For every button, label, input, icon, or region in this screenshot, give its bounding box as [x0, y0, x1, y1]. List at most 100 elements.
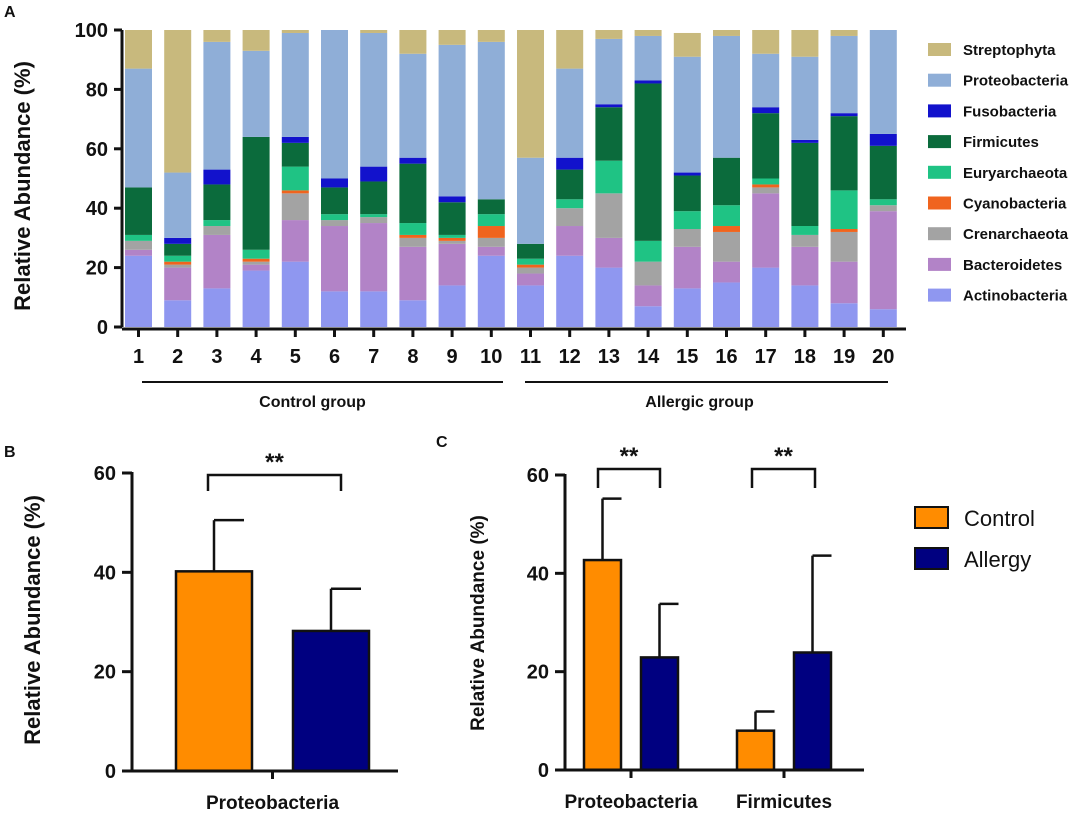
stack-segment-firmicutes — [634, 83, 662, 241]
stack-segment-streptophyta — [556, 30, 584, 69]
stack-segment-firmicutes — [125, 187, 152, 235]
stack-segment-crenarchaeota — [556, 208, 584, 227]
stack-segment-euryarchaeota — [556, 199, 584, 209]
bar-allergy — [792, 651, 833, 772]
group-label: Allergic group — [645, 394, 754, 411]
y-tick-label: 60 — [527, 465, 549, 487]
stack-segment-actinobacteria — [438, 285, 466, 327]
x-tick-label: 8 — [407, 346, 418, 368]
stack-segment-crenarchaeota — [438, 240, 466, 244]
x-category-label: Firmicutes — [736, 792, 832, 813]
stack-segment-actinobacteria — [634, 306, 662, 327]
stack-segment-proteobacteria — [438, 44, 466, 197]
stack-segment-euryarchaeota — [830, 190, 858, 229]
y-tick-label: 40 — [527, 563, 549, 585]
stack-segment-fusobacteria — [281, 136, 309, 143]
stack-segment-actinobacteria — [399, 300, 427, 327]
y-tick-label: 40 — [86, 198, 108, 220]
stack-segment-firmicutes — [830, 116, 858, 191]
stack-segment-actinobacteria — [595, 267, 623, 327]
stack-segment-cyanobacteria — [281, 190, 309, 194]
stack-segment-crenarchaeota — [203, 226, 231, 235]
stack-segment-proteobacteria — [517, 157, 544, 244]
stack-segment-fusobacteria — [634, 80, 662, 84]
x-tick-label: 20 — [872, 346, 894, 368]
legend-swatch-crenarchaeota — [928, 227, 951, 241]
stack-segment-crenarchaeota — [399, 237, 427, 247]
stack-segment-crenarchaeota — [360, 217, 388, 224]
stack-segment-streptophyta — [438, 30, 466, 45]
stack-segment-crenarchaeota — [869, 205, 897, 212]
panel-c-significance: ** ** — [596, 443, 817, 488]
stack-segment-actinobacteria — [321, 291, 348, 327]
bar-control — [174, 570, 254, 773]
bar-control — [735, 729, 776, 772]
stack-segment-cyanobacteria — [752, 184, 780, 188]
stack-segment-bacteroidetes — [125, 249, 152, 256]
panel-a-y-axis: 0 20 40 60 80 100 — [75, 20, 124, 339]
stack-segment-streptophyta — [242, 30, 270, 51]
legend-swatch-fusobacteria — [928, 104, 951, 118]
significance-marker: ** — [265, 449, 284, 476]
stack-segment-firmicutes — [360, 181, 388, 215]
stack-segment-streptophyta — [595, 30, 623, 39]
panel-c-y-axis: 0 20 40 60 — [527, 465, 567, 782]
legend-swatch-actinobacteria — [928, 288, 951, 302]
legend-swatch-streptophyta — [928, 43, 951, 56]
stack-segment-fusobacteria — [360, 166, 388, 182]
stack-segment-firmicutes — [673, 175, 701, 212]
stack-segment-fusobacteria — [438, 196, 466, 203]
x-tick-label: 18 — [794, 346, 816, 368]
stack-segment-proteobacteria — [281, 32, 309, 137]
legend-swatch-control — [914, 506, 949, 529]
x-tick-label: 15 — [676, 346, 698, 368]
stack-segment-crenarchaeota — [791, 234, 819, 247]
stack-segment-firmicutes — [713, 157, 740, 206]
x-tick-label: 10 — [480, 346, 502, 368]
stack-segment-euryarchaeota — [673, 211, 701, 229]
stack-segment-actinobacteria — [556, 255, 584, 327]
stack-segment-proteobacteria — [791, 56, 819, 140]
stack-segment-euryarchaeota — [242, 249, 270, 259]
stack-segment-proteobacteria — [360, 32, 388, 167]
stack-segment-streptophyta — [399, 30, 427, 54]
stack-segment-streptophyta — [673, 32, 701, 57]
panel-a-y-label: Relative Abundance (%) — [10, 61, 35, 311]
legend-label: Euryarchaeota — [963, 165, 1068, 182]
panel-a-label: A — [4, 4, 16, 21]
stack-segment-streptophyta — [281, 30, 309, 33]
stack-segment-proteobacteria — [869, 30, 897, 134]
stack-segment-bacteroidetes — [281, 220, 309, 262]
stack-segment-proteobacteria — [634, 35, 662, 81]
stack-segment-euryarchaeota — [203, 220, 231, 227]
legend-label: Crenarchaeota — [963, 226, 1069, 243]
stack-segment-cyanobacteria — [242, 258, 270, 262]
stack-segment-actinobacteria — [830, 303, 858, 327]
stack-segment-euryarchaeota — [752, 178, 780, 185]
stack-segment-crenarchaeota — [125, 240, 152, 250]
stack-segment-actinobacteria — [517, 285, 544, 327]
panel-a-x-axis: 1 2 3 4 5 6 7 8 9 10 11 12 13 14 15 16 17 18 19 20 — [122, 327, 906, 368]
stack-segment-crenarchaeota — [595, 193, 623, 238]
stack-segment-firmicutes — [517, 243, 544, 259]
stack-segment-proteobacteria — [556, 68, 584, 158]
stack-segment-cyanobacteria — [477, 226, 505, 238]
x-tick-label: 4 — [251, 346, 263, 368]
stack-segment-proteobacteria — [242, 50, 270, 137]
y-tick-label: 0 — [105, 761, 116, 783]
stack-segment-bacteroidetes — [634, 285, 662, 307]
stack-segment-streptophyta — [634, 30, 662, 36]
panel-a-legend: Streptophyta Proteobacteria Fusobacteria Fi… — [928, 42, 1069, 305]
stack-segment-fusobacteria — [869, 133, 897, 146]
legend-swatch-euryarchaeota — [928, 165, 951, 179]
x-category-label: Proteobacteria — [206, 793, 339, 814]
y-tick-label: 80 — [86, 79, 108, 101]
legend-swatch-proteobacteria — [928, 73, 951, 87]
x-tick-label: 5 — [290, 346, 301, 368]
stack-segment-proteobacteria — [399, 53, 427, 158]
x-tick-label: 9 — [447, 346, 458, 368]
legend-label: Bacteroidetes — [963, 257, 1062, 274]
y-tick-label: 20 — [94, 662, 116, 684]
panel-b-label: B — [4, 444, 16, 461]
